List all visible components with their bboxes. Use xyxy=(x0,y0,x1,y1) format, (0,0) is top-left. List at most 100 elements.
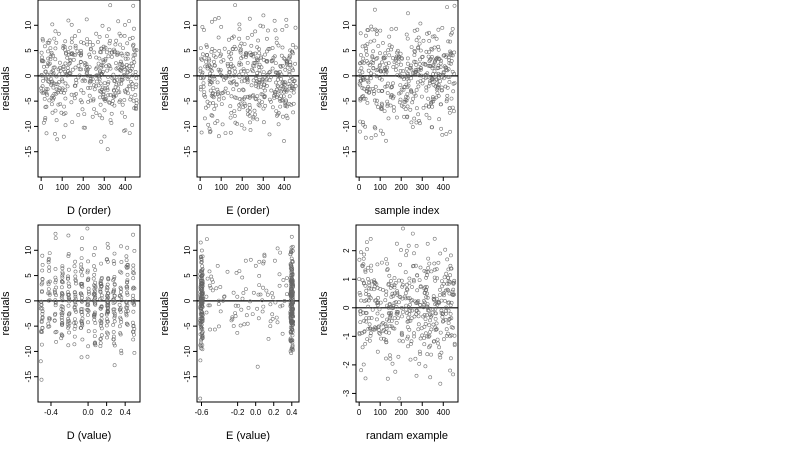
data-point xyxy=(381,287,385,292)
data-point xyxy=(210,47,215,51)
data-point xyxy=(234,270,239,275)
data-point xyxy=(435,91,440,95)
data-point xyxy=(288,266,293,271)
data-point xyxy=(92,312,97,317)
data-point xyxy=(366,85,371,89)
data-point xyxy=(72,320,77,325)
data-point xyxy=(51,81,56,86)
data-point xyxy=(73,274,78,279)
data-point xyxy=(85,37,90,42)
data-point xyxy=(361,77,365,82)
plot-frame xyxy=(37,224,141,403)
data-point xyxy=(248,105,252,110)
x-tick-label: 400 xyxy=(437,408,451,417)
data-point xyxy=(372,125,377,130)
data-point xyxy=(387,34,392,39)
data-point xyxy=(46,324,51,329)
data-point xyxy=(374,74,379,79)
data-point xyxy=(415,288,420,293)
data-point xyxy=(383,322,388,327)
data-point xyxy=(438,330,443,335)
data-point xyxy=(86,309,91,313)
x-tick-label: -0.6 xyxy=(195,408,209,417)
data-point xyxy=(430,125,435,130)
data-point xyxy=(60,285,64,290)
data-point xyxy=(423,321,428,326)
data-point xyxy=(241,67,246,72)
data-point xyxy=(384,356,388,361)
data-point xyxy=(240,275,245,280)
data-point xyxy=(389,44,394,49)
y-tick-label: -5 xyxy=(183,97,192,105)
data-point xyxy=(105,330,109,335)
data-point xyxy=(427,333,432,338)
data-point xyxy=(112,251,117,256)
data-point xyxy=(451,89,456,94)
data-point xyxy=(49,50,54,55)
data-point xyxy=(360,331,365,335)
data-point xyxy=(67,296,72,301)
data-point xyxy=(380,41,385,45)
data-point xyxy=(199,297,204,302)
data-point xyxy=(217,94,222,99)
data-point xyxy=(366,298,371,303)
data-point xyxy=(80,107,85,112)
data-point xyxy=(125,70,130,75)
data-point xyxy=(287,70,292,74)
data-point xyxy=(412,49,417,53)
data-point xyxy=(432,236,437,241)
data-point xyxy=(231,324,236,328)
data-point xyxy=(243,258,248,263)
data-point xyxy=(413,263,418,268)
data-point xyxy=(403,296,408,301)
data-point xyxy=(376,67,381,72)
data-point xyxy=(73,269,78,274)
data-point xyxy=(255,45,260,50)
y-tick-label: 10 xyxy=(183,20,192,29)
data-point xyxy=(50,22,55,27)
data-point xyxy=(269,88,274,93)
data-point xyxy=(362,299,367,304)
data-point xyxy=(261,304,266,309)
data-point xyxy=(402,294,407,299)
data-point xyxy=(232,109,237,114)
data-point xyxy=(446,39,451,44)
data-point xyxy=(229,61,233,66)
data-point xyxy=(387,53,392,58)
data-point xyxy=(111,99,115,103)
data-point xyxy=(278,89,283,94)
data-point xyxy=(52,318,57,323)
data-point xyxy=(219,91,224,96)
data-point xyxy=(92,287,97,292)
data-point xyxy=(427,50,431,55)
x-tick-label: 0 xyxy=(357,183,362,192)
data-point xyxy=(425,241,430,246)
data-point xyxy=(134,101,139,106)
data-point xyxy=(410,285,414,289)
data-point xyxy=(392,276,397,280)
data-point xyxy=(443,317,448,322)
data-point xyxy=(287,84,292,89)
data-point xyxy=(119,78,124,83)
data-point xyxy=(200,264,205,269)
data-point xyxy=(67,299,72,304)
data-point xyxy=(425,295,430,300)
data-point xyxy=(263,52,267,57)
data-point xyxy=(284,292,289,297)
data-point xyxy=(408,318,413,323)
data-point xyxy=(98,306,103,311)
data-point xyxy=(425,302,430,307)
data-point xyxy=(437,300,441,305)
data-point xyxy=(384,340,389,345)
data-point xyxy=(403,291,408,296)
data-point xyxy=(291,110,296,115)
data-point xyxy=(125,309,130,314)
data-point xyxy=(262,252,267,257)
data-point xyxy=(287,56,291,61)
data-point xyxy=(133,53,138,57)
data-point xyxy=(419,326,424,331)
data-point xyxy=(274,40,279,45)
data-point xyxy=(378,28,383,33)
data-point xyxy=(391,105,396,110)
data-point xyxy=(409,120,414,125)
